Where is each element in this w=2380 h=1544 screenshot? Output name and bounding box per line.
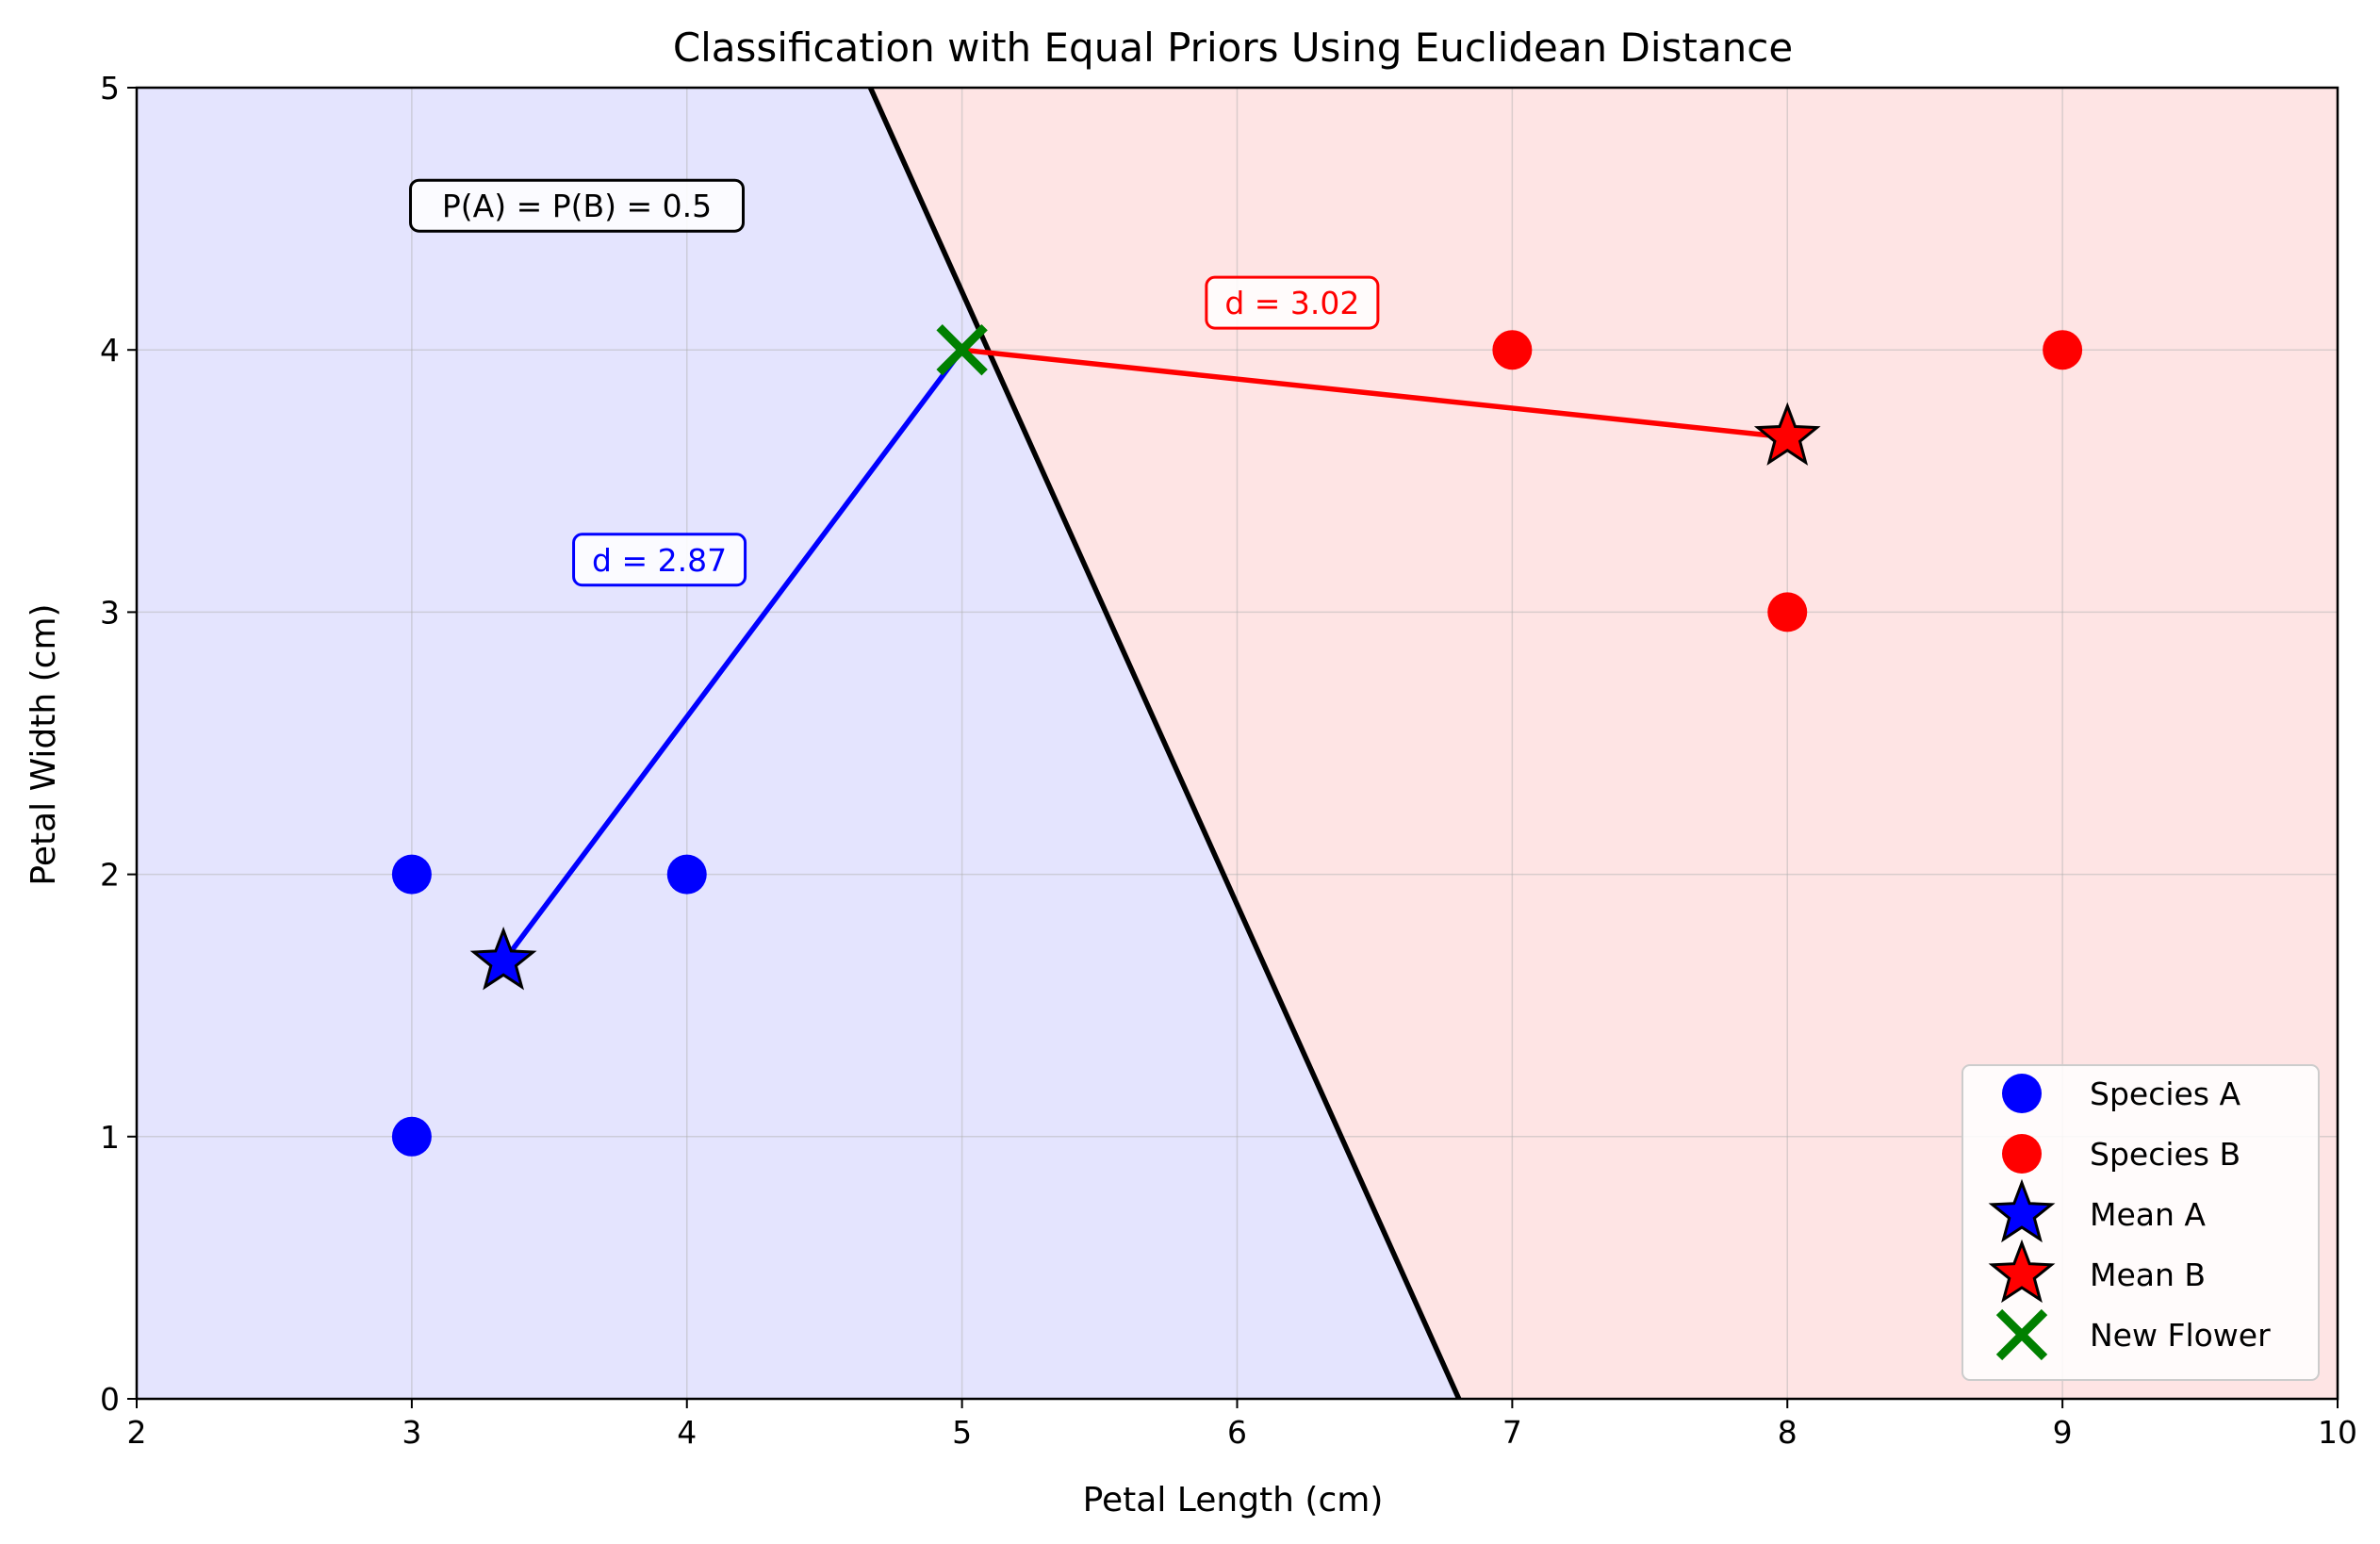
legend-box [1961, 1064, 2320, 1381]
data-point [2002, 1134, 2042, 1174]
plot-area: 2 3 4 5 6 7 8 9 10 0 1 2 3 4 5 d = 2.87 d = 3.02 P(A) = P… [100, 70, 2357, 1451]
distance-line [501, 348, 964, 963]
x-tick-label: 8 [1778, 1414, 1797, 1451]
mean-marker [1753, 402, 1821, 466]
new-flower-marker [1995, 1308, 2048, 1361]
y-tick-label: 3 [100, 594, 120, 631]
x-tick-label: 9 [2053, 1414, 2073, 1451]
prior-annotation: P(A) = P(B) = 0.5 [442, 188, 712, 224]
legend-entry: Mean A [2090, 1196, 2206, 1233]
chart-title: Classification with Equal Priors Using E… [673, 25, 1793, 71]
prior-annotation-box [409, 178, 745, 233]
legend-entry: Species B [2090, 1136, 2240, 1173]
distance-label: d = 2.87 [592, 542, 727, 579]
mean-marker [1988, 1239, 2056, 1304]
x-tick-label: 5 [952, 1414, 972, 1451]
axes-frame [135, 86, 2339, 1401]
x-axis-label: Petal Length (cm) [1083, 1481, 1384, 1519]
y-tick-label: 4 [100, 332, 120, 369]
legend: Species A Species B Mean A Mean B New Flower [1961, 1064, 2320, 1381]
data-point [1767, 592, 1808, 632]
y-tick-label: 1 [100, 1119, 120, 1156]
data-point [666, 854, 707, 895]
y-axis-label: Petal Width (cm) [25, 603, 63, 885]
legend-entry: Species A [2090, 1076, 2240, 1112]
legend-entry: New Flower [2090, 1317, 2271, 1354]
distance-line [961, 347, 1788, 440]
region-species-a [137, 88, 1459, 1399]
x-tick-label: 3 [402, 1414, 421, 1451]
distance-label-box [572, 533, 747, 587]
data-point [391, 854, 432, 895]
legend-entry: Mean B [2090, 1257, 2206, 1293]
y-tick-label: 5 [100, 70, 120, 107]
x-tick-label: 2 [127, 1414, 147, 1451]
x-tick-label: 10 [2318, 1414, 2357, 1451]
y-tick-label: 2 [100, 857, 120, 894]
distance-label: d = 3.02 [1224, 285, 1359, 321]
data-point [1492, 330, 1533, 370]
mean-marker [1988, 1178, 2056, 1243]
decision-boundary [867, 86, 1462, 1401]
x-tick-label: 4 [677, 1414, 697, 1451]
x-tick-label: 7 [1502, 1414, 1522, 1451]
data-point [391, 1116, 432, 1157]
new-flower-marker [936, 324, 988, 376]
data-point [2002, 1074, 2042, 1113]
mean-marker [469, 926, 537, 991]
data-point [2043, 330, 2083, 370]
distance-label-box [1205, 275, 1380, 330]
y-tick-label: 0 [100, 1381, 120, 1418]
x-tick-label: 6 [1227, 1414, 1247, 1451]
